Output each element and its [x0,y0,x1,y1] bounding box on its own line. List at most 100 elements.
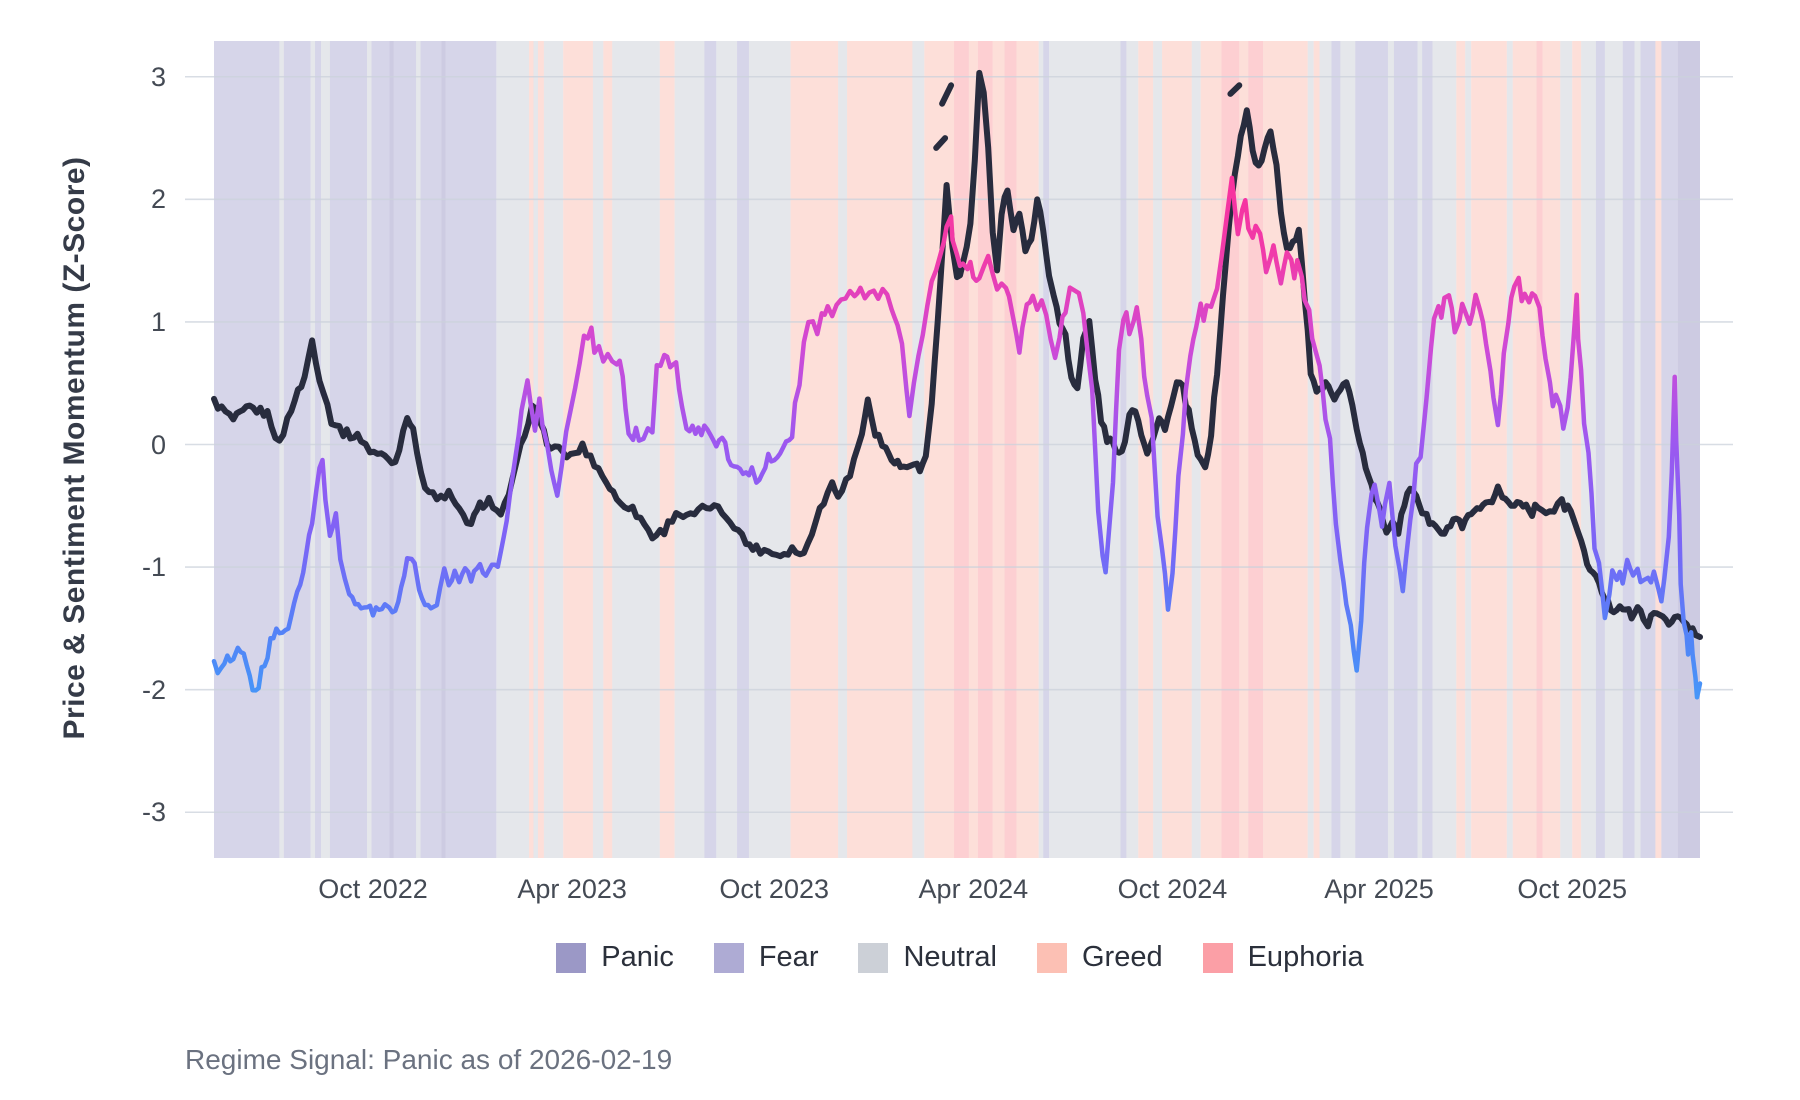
regime-band-neutral [612,41,660,858]
regime-band-neutral [1465,41,1472,858]
x-tick-label: Oct 2025 [1517,874,1627,904]
regime-band-fear [214,41,280,858]
regime-band-fear [315,41,321,858]
legend-item-panic[interactable]: Panic [556,941,674,974]
regime-band-greed [968,41,978,858]
price-momentum-gap-fragment [1227,82,1243,97]
regime-band-fear [1422,41,1433,858]
x-tick-label: Oct 2024 [1117,874,1228,904]
y-tick-label: 2 [150,184,166,215]
x-tick-label: Oct 2023 [719,874,829,904]
regime-band-neutral [1432,41,1457,858]
regime-band-euphoria [1248,41,1264,858]
regime-band-neutral [592,41,604,858]
regime-band-fear [329,41,368,858]
panic-swatch-icon [556,942,587,973]
regime-band-fear [1331,41,1341,858]
regime-band-greed [790,41,839,858]
regime-band-greed [603,41,613,858]
regime-band-greed [529,41,534,858]
regime-band-neutral [1560,41,1573,858]
price-momentum-line [211,69,1703,640]
regime-band-neutral [1307,41,1314,858]
price-momentum-gap-fragment [933,135,949,151]
regime-signal-note: Regime Signal: Panic as of 2026-02-19 [185,1044,673,1075]
regime-band-neutral [320,41,330,858]
regime-bands [214,41,1700,858]
regime-band-neutral [279,41,284,858]
regime-band-fear [420,41,442,858]
regime-band-greed [1456,41,1466,858]
regime-band-fear [1595,41,1605,858]
sentiment-momentum-line [211,175,1703,700]
regime-band-euphoria [1536,41,1543,858]
regime-band-euphoria [954,41,969,858]
regime-band-panic [441,41,446,858]
regime-band-fear [445,41,497,858]
legend-label: Fear [758,941,819,973]
legend-label: Neutral [903,941,997,973]
regime-band-greed [1313,41,1320,858]
regime-band-fear [1640,41,1656,858]
regime-band-panic [1677,41,1700,858]
regime-band-neutral [310,41,316,858]
y-tick-label: -1 [141,552,166,583]
regime-band-neutral [1126,41,1139,858]
regime-band-greed [1162,41,1192,858]
regime-band-greed [1263,41,1308,858]
regime-band-neutral [496,41,530,858]
regime-band-greed [1655,41,1662,858]
regime-band-neutral [1506,41,1513,858]
series-lines [211,69,1703,700]
regime-band-fear [1622,41,1635,858]
y-tick-label: 1 [150,306,166,337]
x-tick-label: Apr 2024 [918,874,1029,904]
regime-band-neutral [533,41,538,858]
regime-band-euphoria [1004,41,1017,858]
regime-band-fear [393,41,417,858]
y-tick-label: 3 [150,61,166,92]
regime-band-neutral [912,41,925,858]
legend-item-fear[interactable]: Fear [713,941,819,974]
price-momentum-gap-fragment [939,82,955,107]
regime-band-fear [283,41,311,858]
regime-band-euphoria [977,41,993,858]
neutral-swatch-icon [858,942,889,973]
legend-item-greed[interactable]: Greed [1036,941,1163,974]
legend-item-neutral[interactable]: Neutral [858,941,997,974]
gridlines [185,75,1733,814]
regime-band-neutral [1340,41,1356,858]
regime-band-neutral [1634,41,1641,858]
regime-band-neutral [1153,41,1163,858]
regime-band-neutral [838,41,848,858]
y-tick-label: -3 [141,797,166,828]
regime-band-neutral [1319,41,1332,858]
regime-band-neutral [1038,41,1044,858]
regime-band-fear [1043,41,1050,858]
regime-band-greed [1239,41,1249,858]
regime-band-neutral [1604,41,1623,858]
fear-swatch-icon [713,942,744,973]
regime-band-neutral [1049,41,1121,858]
legend-label: Panic [601,941,674,973]
greed-swatch-icon [1036,942,1067,973]
y-tick-label: 0 [150,429,166,460]
regime-band-neutral [1387,41,1394,858]
regime-band-greed [1542,41,1561,858]
regime-band-greed [1471,41,1507,858]
x-tick-label: Apr 2025 [1324,874,1434,904]
y-tick-label: -2 [141,674,166,705]
x-tick-label: Oct 2022 [318,874,428,904]
regime-band-greed [1512,41,1537,858]
x-tick-label: Apr 2023 [517,874,627,904]
euphoria-swatch-icon [1202,942,1233,973]
regime-band-greed [659,41,675,858]
legend-label: Euphoria [1247,941,1364,973]
regime-band-neutral [674,41,705,858]
legend-item-euphoria[interactable]: Euphoria [1202,941,1364,974]
regime-band-greed [992,41,1005,858]
regime-band-fear [371,41,390,858]
regime-band-fear [704,41,717,858]
